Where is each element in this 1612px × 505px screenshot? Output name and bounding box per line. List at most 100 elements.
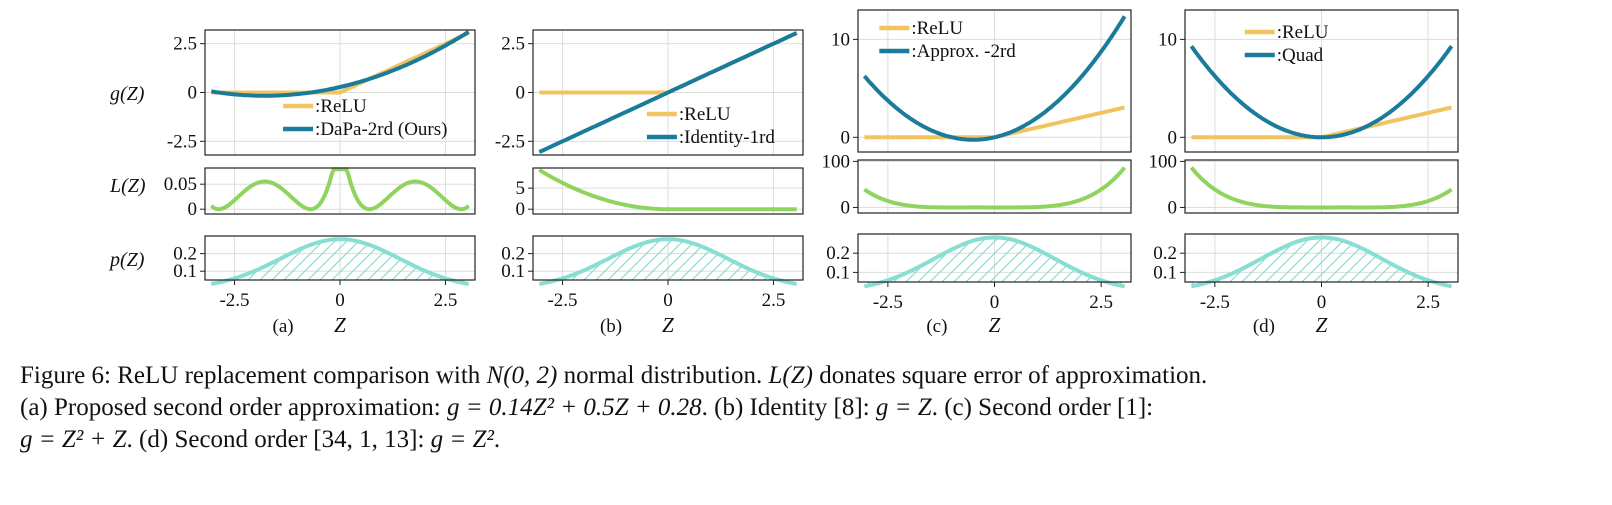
L-tick-label: 0 bbox=[841, 197, 851, 218]
loss-curve bbox=[538, 168, 797, 212]
L-tick-label: 0.05 bbox=[164, 174, 197, 195]
caption-line-3: g = Z² + Z. (d) Second order [34, 1, 13]… bbox=[20, 424, 1600, 456]
legend-label: :Quad bbox=[1277, 45, 1324, 66]
x-tick-label: 2.5 bbox=[1416, 292, 1440, 313]
legend-label: :ReLU bbox=[1277, 22, 1329, 43]
legend-label: :DaPa-2rd (Ours) bbox=[315, 119, 447, 140]
x-tick-label: 0 bbox=[990, 292, 1000, 313]
g-tick-label: 0 bbox=[188, 83, 198, 104]
L-tick-label: 0 bbox=[516, 199, 526, 220]
g-tick-label: 0 bbox=[1168, 127, 1178, 148]
p-tick-label: 0.1 bbox=[1153, 262, 1177, 283]
p-tick-label: 0.2 bbox=[1153, 243, 1177, 264]
x-tick-label: 0 bbox=[335, 290, 345, 311]
legend-label: :ReLU bbox=[315, 96, 367, 117]
caption-math: g = Z² + Z bbox=[20, 426, 127, 453]
g-tick-label: -2.5 bbox=[167, 131, 197, 152]
density-area bbox=[1191, 237, 1452, 287]
x-tick-label: 2.5 bbox=[434, 290, 458, 311]
approx-curve bbox=[1189, 45, 1454, 140]
approx-curve bbox=[211, 30, 470, 98]
density-area bbox=[864, 237, 1125, 287]
caption-text: donates square error of approximation. bbox=[812, 362, 1208, 389]
loss-curve bbox=[210, 167, 470, 212]
p-tick-label: 0.1 bbox=[173, 261, 197, 282]
g-tick-label: -2.5 bbox=[495, 131, 525, 152]
density-curve bbox=[211, 237, 469, 286]
caption-text: (a) Proposed second order approximation: bbox=[20, 394, 447, 421]
legend-label: :ReLU bbox=[679, 104, 731, 125]
caption-text: . bbox=[493, 426, 501, 453]
p-tick-label: 0.2 bbox=[173, 244, 197, 265]
g-tick-label: 0 bbox=[516, 83, 526, 104]
x-tick-label: 2.5 bbox=[762, 290, 786, 311]
density-curve bbox=[1191, 235, 1452, 289]
L-axes-frame bbox=[1184, 159, 1459, 214]
g-tick-label: 10 bbox=[831, 29, 850, 50]
density-curve bbox=[864, 235, 1125, 289]
subfigure-label: (c) bbox=[926, 316, 947, 337]
x-tick-label: 2.5 bbox=[1089, 292, 1113, 313]
x-tick-label: -2.5 bbox=[873, 292, 903, 313]
L-tick-label: 5 bbox=[516, 178, 526, 199]
g-tick-label: 0 bbox=[841, 127, 851, 148]
p-tick-label: 0.2 bbox=[501, 244, 525, 265]
relu-curve bbox=[211, 31, 470, 95]
subfigure-label: (b) bbox=[600, 316, 622, 337]
g-axes-frame bbox=[857, 9, 1132, 153]
x-tick-label: 0 bbox=[1317, 292, 1327, 313]
caption-line-2: (a) Proposed second order approximation:… bbox=[20, 392, 1600, 424]
caption-text: Figure 6: ReLU replacement comparison wi… bbox=[20, 362, 487, 389]
caption-math: g = 0.14Z² + 0.5Z + 0.28 bbox=[446, 394, 702, 421]
row-label-p: p(Z) bbox=[108, 249, 145, 271]
approx-curve bbox=[538, 31, 798, 154]
x-tick-label: 0 bbox=[663, 290, 673, 311]
caption-math: L(Z) bbox=[768, 362, 813, 389]
legend-label: :Approx. -2rd bbox=[911, 41, 1016, 62]
caption-text: . (b) Identity [8]: bbox=[701, 394, 876, 421]
L-tick-label: 0 bbox=[188, 199, 198, 220]
x-axis-label: Z bbox=[334, 313, 346, 337]
g-axes-frame bbox=[1184, 9, 1459, 153]
row-label-L: L(Z) bbox=[109, 175, 146, 197]
x-tick-label: -2.5 bbox=[219, 290, 249, 311]
density-area bbox=[211, 239, 469, 284]
g-tick-label: 10 bbox=[1158, 29, 1177, 50]
L-axes-frame bbox=[204, 167, 476, 215]
caption-math: g = Z² bbox=[430, 426, 494, 453]
g-tick-label: 2.5 bbox=[173, 34, 197, 55]
figure-caption: Figure 6: ReLU replacement comparison wi… bbox=[20, 360, 1600, 456]
caption-math: N(0, 2) bbox=[486, 362, 558, 389]
g-tick-label: 2.5 bbox=[501, 34, 525, 55]
loss-curve bbox=[863, 166, 1127, 210]
caption-line-1: Figure 6: ReLU replacement comparison wi… bbox=[20, 360, 1600, 392]
p-tick-label: 0.1 bbox=[826, 262, 850, 283]
x-axis-label: Z bbox=[1316, 313, 1328, 337]
x-axis-label: Z bbox=[989, 313, 1001, 337]
subfigure-label: (a) bbox=[273, 316, 294, 337]
p-tick-label: 0.1 bbox=[501, 261, 525, 282]
p-tick-label: 0.2 bbox=[826, 243, 850, 264]
L-tick-label: 0 bbox=[1168, 197, 1178, 218]
L-tick-label: 100 bbox=[1149, 151, 1178, 172]
x-axis-label: Z bbox=[662, 313, 674, 337]
caption-text: . (c) Second order [1]: bbox=[931, 394, 1154, 421]
legend-label: :ReLU bbox=[911, 18, 963, 39]
L-axes-frame bbox=[532, 167, 804, 215]
L-tick-label: 100 bbox=[822, 151, 851, 172]
subfigure-label: (d) bbox=[1253, 316, 1275, 337]
x-tick-label: -2.5 bbox=[1200, 292, 1230, 313]
panel-a: 2.5 0 -2.5 0.05 0 0.20.1 -2.5 0 2.5 (a) Z :ReLU:DaP… bbox=[164, 29, 476, 337]
density-area bbox=[539, 239, 797, 284]
legend-label: :Identity-1rd bbox=[679, 127, 776, 148]
caption-text: . (d) Second order [34, 1, 13]: bbox=[126, 426, 431, 453]
approx-curve bbox=[862, 15, 1127, 142]
caption-math: g = Z bbox=[875, 394, 932, 421]
x-tick-label: -2.5 bbox=[547, 290, 577, 311]
loss-curve bbox=[1189, 166, 1453, 210]
density-curve bbox=[539, 237, 797, 286]
